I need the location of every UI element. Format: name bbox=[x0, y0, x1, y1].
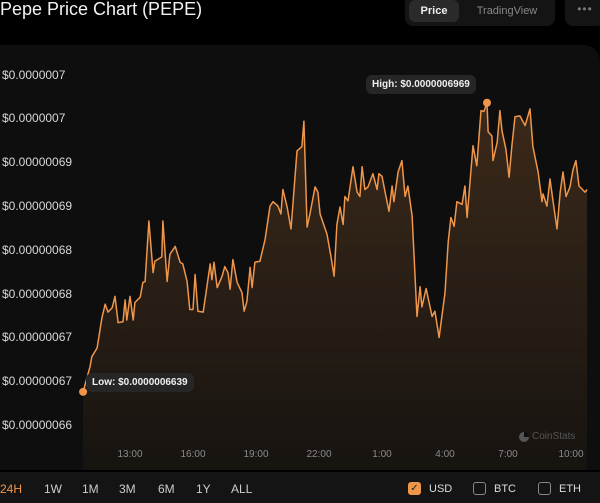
x-tick-label: 7:00 bbox=[498, 449, 518, 460]
y-tick-label: $0.00000069 bbox=[2, 199, 73, 213]
checkbox-empty-icon bbox=[538, 482, 551, 495]
low-tooltip: Low: $0.0000006639 bbox=[86, 373, 194, 392]
y-tick-label: $0.00000067 bbox=[2, 330, 73, 345]
watermark-text: CoinStats bbox=[532, 431, 576, 442]
currency-usd-checkbox[interactable]: ✓ USD bbox=[408, 482, 452, 495]
coinstats-watermark: CoinStats bbox=[519, 431, 575, 442]
coinstats-logo-icon bbox=[519, 431, 529, 442]
x-tick-label: 4:00 bbox=[435, 449, 455, 460]
price-area bbox=[83, 102, 588, 471]
x-tick-label: 16:00 bbox=[180, 449, 206, 460]
y-tick-label: $0.0000007 bbox=[2, 111, 66, 126]
range-all[interactable]: ALL bbox=[231, 482, 253, 496]
range-1m[interactable]: 1M bbox=[82, 482, 99, 496]
range-3m[interactable]: 3M bbox=[119, 482, 136, 496]
x-tick-label: 10:00 bbox=[558, 449, 584, 460]
y-tick-label: $0.00000068 bbox=[2, 286, 73, 301]
y-tick-label: $0.00000066 bbox=[2, 418, 73, 432]
page-title: Pepe Price Chart (PEPE) bbox=[0, 0, 203, 19]
checkmark-icon: ✓ bbox=[408, 482, 421, 495]
high-tooltip: High: $0.0000006969 bbox=[366, 75, 476, 94]
range-6m[interactable]: 6M bbox=[158, 482, 175, 496]
low-marker bbox=[79, 387, 88, 396]
chart-type-tabs: Price TradingView bbox=[405, 0, 555, 26]
x-tick-label: 19:00 bbox=[243, 449, 269, 460]
y-tick-label: $0.00000067 bbox=[2, 374, 73, 389]
range-1y[interactable]: 1Y bbox=[196, 482, 211, 496]
x-tick-label: 22:00 bbox=[306, 449, 332, 460]
y-tick-label: $0.00000069 bbox=[2, 155, 73, 170]
y-tick-label: $0.00000068 bbox=[2, 242, 73, 257]
range-24h[interactable]: 24H bbox=[0, 482, 23, 496]
x-tick-label: 13:00 bbox=[117, 449, 143, 460]
x-tick-label: 1:00 bbox=[372, 449, 392, 460]
range-1w[interactable]: 1W bbox=[44, 482, 62, 496]
more-options-button[interactable]: ••• bbox=[565, 0, 600, 26]
high-marker bbox=[483, 98, 491, 107]
currency-label: USD bbox=[429, 482, 453, 495]
currency-label: BTC bbox=[494, 482, 516, 495]
price-line bbox=[82, 102, 588, 392]
checkbox-empty-icon bbox=[473, 482, 486, 495]
tab-price[interactable]: Price bbox=[409, 0, 459, 22]
tab-tradingview[interactable]: TradingView bbox=[476, 5, 538, 17]
bottom-toolbar: 24H 1W 1M 3M 6M 1Y ALL ✓ USD BTC ETH bbox=[0, 472, 600, 503]
y-tick-label: $0.0000007 bbox=[2, 67, 66, 82]
currency-eth-checkbox[interactable]: ETH bbox=[538, 482, 581, 495]
currency-btc-checkbox[interactable]: BTC bbox=[473, 482, 516, 495]
currency-label: ETH bbox=[559, 482, 581, 495]
